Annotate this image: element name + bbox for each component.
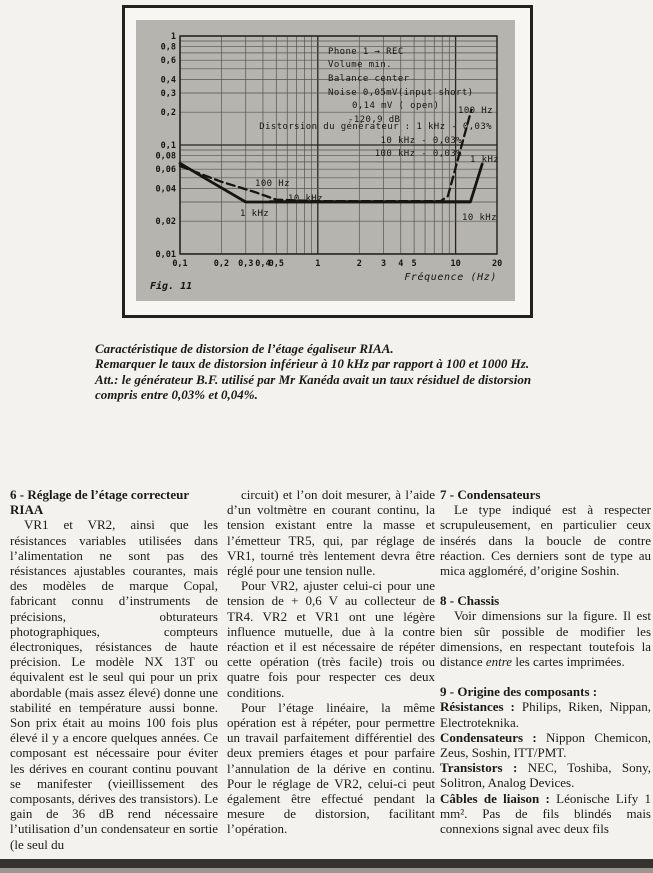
svg-text:3: 3 [381,259,386,269]
svg-text:1 kHz: 1 kHz [240,209,269,219]
svg-text:0,1: 0,1 [172,259,187,269]
text-column-2: circuit) et l’on doit mesurer, à l’aide … [227,487,435,867]
text-column-1: 6 - Réglage de l’étage correcteur RIAA V… [10,487,218,867]
svg-text:0,6: 0,6 [161,56,176,66]
figure-caption: Caractéristique de distorsion de l’étage… [95,341,557,403]
figure-frame: 1 0,8 0,6 0,4 0,3 0,2 0,1 0,08 0,06 0,04 0,02 0,01 0… [122,5,533,318]
entry-rest: NEC, Toshiba, Sony, Solitron, Analog Dev… [440,760,651,791]
svg-text:100 kHz - 0,03%: 100 kHz - 0,03% [375,149,462,159]
scan-edge-shadow [0,868,653,873]
section-heading-9: 9 - Origine des composants : [440,684,598,700]
component-entry: Transistors : NEC, Toshiba, Sony, Solitr… [440,760,651,790]
svg-text:0,14 mV ( open): 0,14 mV ( open) [352,101,439,111]
svg-text:0,1: 0,1 [161,141,176,151]
paragraph: Pour l’étage linéaire, la même opération… [227,699,435,837]
svg-text:5: 5 [412,259,417,269]
paragraph-text: les cartes imprimées. [512,654,625,670]
svg-text:0,08: 0,08 [156,152,176,162]
text-column-3: 7 - Condensateurs Le type indiqué est à … [440,487,651,867]
entry-lead: Câbles de liaison : [440,790,550,806]
paragraph-text: Voir dimensions sur la figure. Il est bi… [440,608,651,670]
section-heading-6: 6 - Réglage de l’étage correcteur RIAA [10,487,189,518]
svg-text:Balance center: Balance center [328,74,410,84]
svg-text:0,8: 0,8 [161,43,176,53]
svg-text:1 kHz: 1 kHz [470,155,499,165]
svg-text:0,3: 0,3 [238,259,253,269]
entry-rest: Philips, Riken, Nippan, Electroteknika. [440,699,651,730]
svg-text:10 kHz: 10 kHz [462,213,497,223]
svg-text:100 Hz: 100 Hz [458,106,493,116]
svg-text:1: 1 [315,259,320,269]
svg-text:10: 10 [450,259,460,269]
scan-edge-bar [0,859,653,868]
svg-text:20: 20 [492,259,502,269]
svg-text:Phone 1 → REC: Phone 1 → REC [328,47,404,57]
svg-text:Fréquence (Hz): Fréquence (Hz) [404,271,497,283]
caption-line: Att.: le générateur B.F. utilisé par Mr … [95,371,532,403]
svg-text:Volume min.: Volume min. [328,60,392,70]
paragraph: VR1 et VR2, ainsi que les résistances va… [10,517,218,852]
svg-text:Distorsion du générateur : 1 k: Distorsion du générateur : 1 kHz - 0,03% [259,121,492,132]
paragraph: Le type indiqué est à respecter scrupule… [440,502,651,579]
entry-rest: Léonische Lify 1 mm². Pas de fils blindé… [440,790,651,837]
entry-lead: Transistors : [440,760,518,776]
chart-panel: 1 0,8 0,6 0,4 0,3 0,2 0,1 0,08 0,06 0,04 0,02 0,01 0… [136,20,515,301]
section-heading-8: 8 - Chassis [440,593,500,609]
paragraph: Voir dimensions sur la figure. Il est bi… [440,608,651,669]
svg-text:0,3: 0,3 [161,89,176,99]
svg-text:0,4: 0,4 [161,75,176,85]
svg-text:0,04: 0,04 [156,184,176,194]
entry-rest: Nippon Chemicon, Zeus, Soshin, ITT/PMT. [440,729,651,761]
svg-text:0,01: 0,01 [156,250,176,260]
svg-text:Noise 0,05mV(input short): Noise 0,05mV(input short) [328,88,473,98]
caption-line: Remarquer le taux de distorsion inférieu… [95,356,530,372]
svg-text:0,4: 0,4 [255,259,270,269]
svg-text:10 kHz - 0,03%: 10 kHz - 0,03% [381,136,463,146]
svg-text:0,06: 0,06 [156,165,176,175]
component-entry: Câbles de liaison : Léonische Lify 1 mm²… [440,791,651,837]
svg-text:0,2: 0,2 [214,259,229,269]
section-heading-7: 7 - Condensateurs [440,487,541,502]
caption-line: Caractéristique de distorsion de l’étage… [95,341,394,356]
component-entry: Condensateurs : Nippon Chemicon, Zeus, S… [440,730,651,760]
svg-text:1: 1 [171,32,176,42]
svg-text:100 Hz: 100 Hz [255,179,290,189]
svg-text:0,2: 0,2 [161,108,176,118]
paragraph: Pour VR2, ajuster celui-ci pour une tens… [227,578,435,700]
svg-text:-120,9 dB: -120,9 dB [348,115,400,125]
entry-lead: Condensateurs : [440,729,537,745]
component-entry: Résistances : Philips, Riken, Nippan, El… [440,699,651,729]
svg-text:0,5: 0,5 [269,259,284,269]
svg-text:0,02: 0,02 [156,217,176,227]
emphasized-word: entre [485,654,513,670]
entry-lead: Résistances : [440,699,515,715]
paragraph: circuit) et l’on doit mesurer, à l’aide … [227,487,435,579]
distortion-chart: 10,80,60,40,30,20,10,080,060,040,020,010… [150,32,502,292]
svg-text:Fig. 11: Fig. 11 [150,280,192,292]
svg-text:2: 2 [357,259,362,269]
svg-text:4: 4 [398,259,403,269]
svg-text:10 kHz: 10 kHz [288,194,323,204]
